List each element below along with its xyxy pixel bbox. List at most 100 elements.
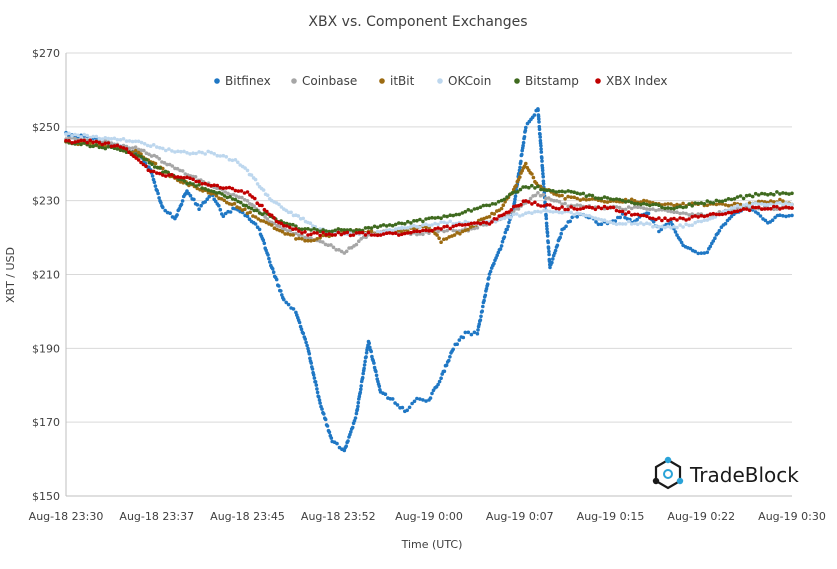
data-point	[421, 228, 425, 233]
data-point	[335, 441, 339, 446]
data-point	[436, 215, 440, 220]
data-point	[170, 173, 174, 177]
data-point	[558, 235, 562, 240]
data-point	[424, 217, 428, 221]
data-point	[277, 284, 281, 288]
data-point	[94, 134, 99, 139]
data-point	[635, 222, 640, 227]
data-point	[569, 195, 573, 199]
data-point	[669, 220, 673, 224]
data-point	[466, 222, 471, 227]
data-point	[451, 228, 456, 233]
data-point	[482, 216, 486, 221]
data-point	[678, 211, 682, 216]
data-point	[219, 197, 224, 201]
y-tick-label: $230	[32, 195, 60, 208]
data-point	[163, 169, 168, 174]
data-point	[514, 212, 519, 216]
data-point	[499, 216, 504, 221]
data-point	[635, 202, 640, 206]
data-point	[750, 202, 755, 206]
data-point	[142, 148, 146, 153]
data-point	[217, 190, 222, 195]
data-point	[353, 416, 358, 420]
data-point	[702, 218, 707, 223]
data-point	[403, 231, 407, 236]
data-point	[152, 165, 157, 169]
data-point	[139, 140, 144, 145]
data-point	[516, 207, 521, 211]
data-point	[584, 194, 589, 198]
data-point	[129, 152, 134, 156]
data-point	[267, 256, 271, 261]
data-point	[280, 229, 285, 234]
data-point	[297, 236, 301, 241]
data-point	[430, 215, 434, 220]
data-point	[681, 216, 685, 221]
data-point	[645, 202, 649, 207]
legend-item: itBit	[379, 74, 415, 88]
data-point	[409, 221, 413, 225]
data-point	[593, 196, 598, 200]
data-point	[744, 202, 749, 207]
data-point	[358, 390, 363, 395]
data-point	[699, 213, 704, 218]
data-point	[70, 134, 74, 138]
data-point	[285, 221, 289, 226]
data-point	[357, 230, 362, 235]
data-point	[310, 367, 315, 371]
data-point	[772, 192, 776, 197]
data-point	[222, 194, 227, 198]
data-point	[747, 208, 752, 213]
data-point	[541, 182, 546, 186]
data-point	[753, 205, 758, 210]
data-point	[311, 373, 316, 377]
data-point	[167, 173, 171, 177]
data-point	[85, 140, 89, 145]
data-point	[170, 164, 175, 168]
data-point	[269, 213, 274, 218]
data-point	[282, 297, 286, 302]
data-point	[103, 141, 108, 145]
data-point	[645, 221, 649, 225]
data-point	[161, 205, 165, 210]
data-point	[528, 196, 533, 201]
data-point	[130, 146, 135, 150]
data-point	[436, 226, 440, 230]
data-point	[512, 200, 517, 204]
data-point	[288, 225, 292, 230]
data-point	[325, 424, 330, 428]
data-point	[596, 196, 601, 201]
data-point	[159, 201, 163, 205]
data-point	[559, 231, 563, 236]
data-point	[173, 166, 177, 171]
data-point	[308, 221, 313, 225]
data-point	[696, 201, 700, 206]
data-point	[490, 220, 494, 224]
data-point	[100, 137, 105, 141]
data-point	[372, 224, 377, 229]
data-point	[741, 196, 746, 201]
data-point	[672, 224, 676, 229]
data-point	[560, 193, 564, 198]
data-point	[139, 152, 143, 156]
data-point	[572, 212, 576, 217]
data-point	[206, 149, 210, 154]
data-point	[124, 139, 129, 143]
y-axis-label: XBT / USD	[4, 247, 17, 303]
data-point	[305, 343, 309, 348]
data-point	[245, 190, 250, 194]
data-point	[439, 216, 443, 220]
legend-item: Coinbase	[291, 74, 357, 88]
data-point	[493, 202, 498, 206]
data-point	[262, 241, 267, 246]
data-point	[445, 224, 449, 229]
data-point	[240, 195, 244, 200]
data-point	[357, 239, 361, 243]
data-point	[790, 213, 794, 218]
data-point	[206, 183, 210, 187]
data-point	[259, 218, 263, 223]
data-point	[369, 226, 374, 230]
data-point	[507, 210, 511, 214]
data-point	[307, 351, 312, 356]
